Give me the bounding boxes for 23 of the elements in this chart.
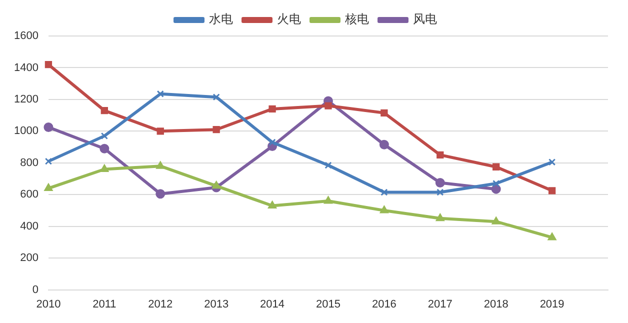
x-tick-label: 2017 [428,298,452,310]
x-tick-label: 2019 [540,298,564,310]
y-tick-label: 1000 [14,125,38,138]
y-tick-label: 200 [20,252,38,264]
legend-label: 核电 [344,12,369,26]
legend-label: 火电 [277,12,301,26]
x-tick-label: 2016 [372,298,396,310]
x-tick-label: 2014 [260,298,285,310]
x-tick-label: 2015 [316,298,340,310]
y-tick-label: 1600 [14,30,38,42]
y-tick-label: 1200 [14,93,38,106]
y-tick-label: 400 [20,220,38,232]
x-tick-label: 2013 [204,298,229,310]
y-tick-label: 1400 [14,62,38,74]
x-tick-label: 2012 [148,298,173,310]
y-tick-label: 600 [20,188,38,201]
x-tick-label: 2011 [92,298,116,310]
legend-label: 风电 [413,12,437,26]
x-tick-label: 2010 [36,298,61,310]
x-tick-label: 2018 [484,298,508,310]
y-tick-label: 800 [20,156,38,169]
y-tick-label: 0 [32,284,38,296]
legend-label: 水电 [209,12,233,26]
